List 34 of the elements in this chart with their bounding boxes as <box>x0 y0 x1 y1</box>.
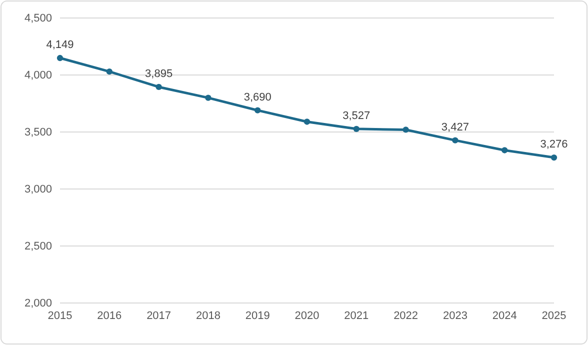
x-tick-label: 2023 <box>442 310 468 322</box>
point <box>402 126 409 133</box>
x-tick-label: 2015 <box>48 310 72 322</box>
point <box>106 68 112 75</box>
y-tick-label: 3,000 <box>24 184 52 196</box>
point <box>156 84 162 90</box>
x-tick-label: 2020 <box>294 310 320 322</box>
point <box>550 154 558 161</box>
x-tick-label: 2025 <box>542 310 566 322</box>
x-tick-label: 2024 <box>492 310 517 322</box>
data-label: 4,149 <box>46 39 74 52</box>
y-tick-label: 4,000 <box>24 70 52 82</box>
x-tick-label: 2022 <box>394 310 418 322</box>
point <box>452 137 458 144</box>
x-tick-label: 2019 <box>245 310 270 322</box>
data-label: 3,527 <box>342 110 370 122</box>
x-tick-label: 2016 <box>97 310 122 322</box>
point <box>254 107 261 114</box>
point <box>205 94 212 101</box>
point <box>304 118 310 125</box>
point <box>56 54 64 62</box>
point <box>502 147 508 154</box>
data-label: 3,276 <box>540 138 568 151</box>
data-label: 3,690 <box>244 91 272 104</box>
point <box>353 126 360 132</box>
data-label: 3,427 <box>441 121 469 134</box>
y-tick-label: 4,500 <box>24 12 52 25</box>
data-label: 3,895 <box>145 68 173 80</box>
x-tick-label: 2017 <box>146 310 172 322</box>
x-tick-label: 2021 <box>344 310 369 322</box>
y-tick-label: 2,000 <box>24 298 52 310</box>
y-tick-label: 3,500 <box>24 126 52 139</box>
x-tick-label: 2018 <box>196 310 220 322</box>
y-tick-label: 2,500 <box>24 240 52 253</box>
